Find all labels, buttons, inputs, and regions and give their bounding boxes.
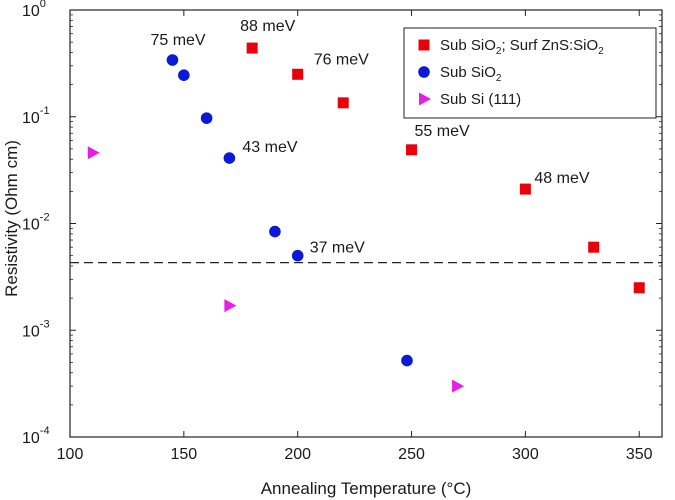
legend-label: Sub SiO2 <box>440 64 502 84</box>
x-tick-label: 100 <box>57 446 84 463</box>
square-point <box>418 39 430 51</box>
x-tick-label: 350 <box>626 446 653 463</box>
energy-annotation: 76 meV <box>314 51 369 68</box>
circle-point <box>291 249 304 262</box>
y-tick-label: 10-4 <box>22 425 50 447</box>
triangle-point <box>87 146 100 160</box>
circle-point <box>418 66 430 78</box>
square-point <box>519 183 531 195</box>
data-points <box>87 42 645 393</box>
y-axis-title: Resistivity (Ohm cm) <box>2 140 21 297</box>
energy-annotation: 55 meV <box>415 123 470 140</box>
circle-point <box>178 69 190 82</box>
axis-ticks: 100 150 200 250 300 350 100 10-1 10-2 10-3 10-4 <box>22 0 662 463</box>
square-point <box>406 144 418 156</box>
legend-label: Sub Si (111) <box>440 91 521 108</box>
square-point <box>337 97 349 109</box>
legend-box <box>403 27 657 119</box>
energy-annotation: 75 meV <box>150 32 205 49</box>
x-tick-label: 250 <box>398 446 425 463</box>
circle-point <box>166 54 179 66</box>
square-point <box>588 241 600 253</box>
legend-label: Sub SiO2; Surf ZnS:SiO2 <box>440 37 604 57</box>
triangle-point <box>452 379 465 393</box>
circle-point <box>269 225 281 238</box>
x-tick-label: 150 <box>170 446 197 463</box>
x-tick-label: 300 <box>512 446 539 463</box>
energy-annotation: 43 meV <box>242 139 297 156</box>
x-axis-title: Annealing Temperature (°C) <box>261 479 472 498</box>
circle-point <box>200 112 213 124</box>
square-point <box>246 42 258 54</box>
energy-annotation: 48 meV <box>534 170 589 187</box>
legend: Sub SiO2; Surf ZnS:SiO2 Sub SiO2 Sub Si (1… <box>403 27 657 119</box>
circle-point <box>401 354 413 367</box>
annotations: 88 meV 76 meV 75 meV 55 meV 43 meV 48 meV 37 m… <box>150 18 589 257</box>
y-tick-label: 10-2 <box>22 212 50 234</box>
energy-annotation: 37 meV <box>310 240 365 257</box>
triangle-point <box>224 299 237 313</box>
y-tick-label: 10-1 <box>22 105 50 127</box>
square-point <box>633 282 645 294</box>
x-tick-label: 200 <box>284 446 311 463</box>
energy-annotation: 88 meV <box>240 18 295 35</box>
circle-point <box>223 152 236 164</box>
triangle-point <box>419 92 431 106</box>
y-tick-label: 100 <box>22 0 46 20</box>
square-point <box>292 68 304 80</box>
y-tick-label: 10-3 <box>22 318 50 340</box>
